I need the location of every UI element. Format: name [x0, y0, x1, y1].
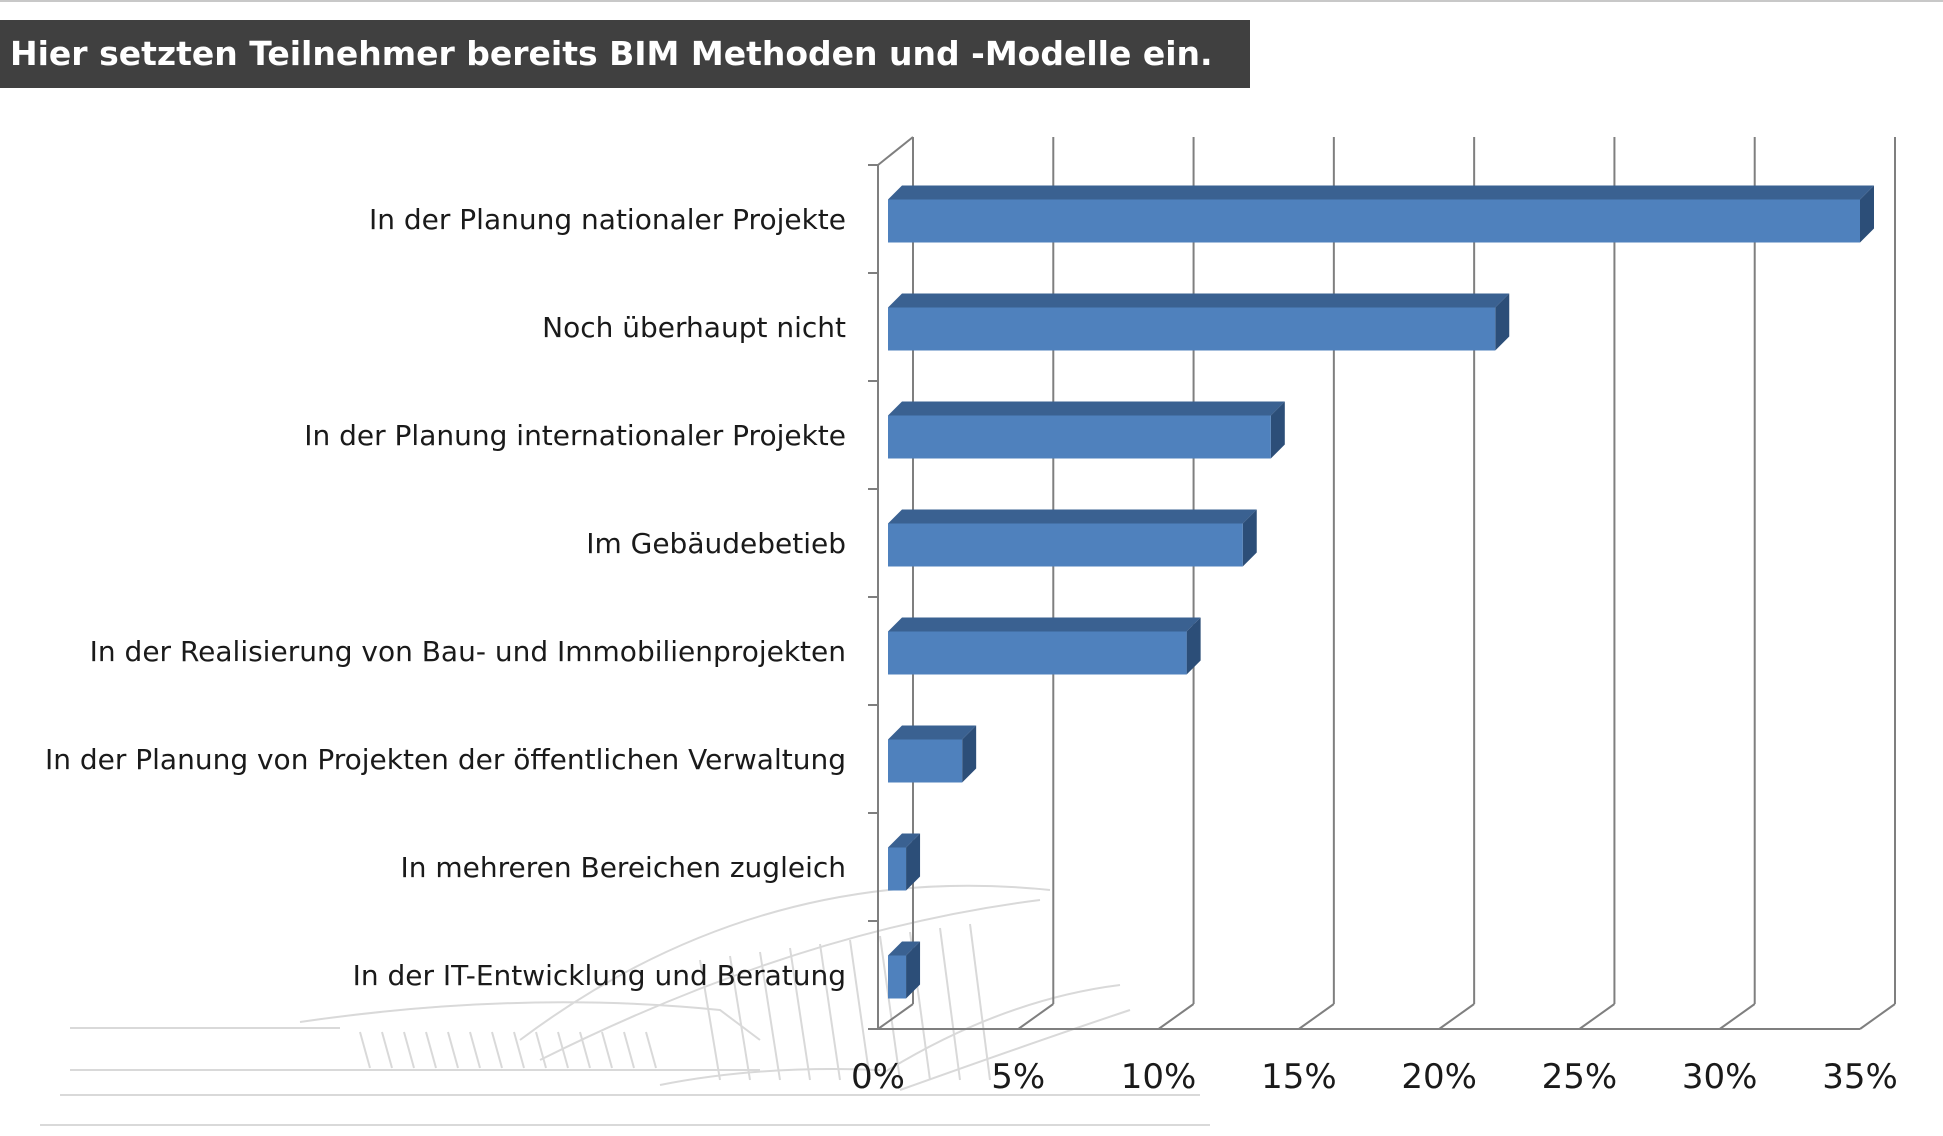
bar-front-face: [888, 199, 1860, 243]
sketch-canopy-curves: [659, 984, 1131, 1091]
category-label: In mehreren Bereichen zugleich: [400, 851, 846, 884]
gridline-floor: [1859, 1003, 1896, 1030]
sketch-strut: [535, 1031, 547, 1069]
x-tick-label: 0%: [851, 1057, 905, 1097]
bar-top-face: [888, 725, 977, 740]
x-tick-labels: 0% 5% 10% 15% 20% 25% 30% 35%: [851, 1057, 1898, 1097]
bar-5: [888, 617, 1201, 675]
sketch-strut: [623, 1031, 635, 1069]
page-title: Hier setzten Teilnehmer bereits BIM Meth…: [0, 20, 1250, 88]
sketch-strut: [969, 923, 991, 1081]
sketch-roof-curves: [299, 884, 1051, 1061]
sketch-strut: [879, 935, 901, 1081]
background-architecture-sketch: [40, 884, 1210, 1126]
sketch-strut: [699, 959, 721, 1081]
sketch-strut: [381, 1031, 393, 1069]
x-tick-label: 25%: [1542, 1057, 1618, 1097]
gridlines: [868, 136, 1896, 1030]
bar-2: [888, 293, 1510, 351]
sketch-strut: [491, 1031, 503, 1069]
gridline-floor: [1438, 1003, 1475, 1030]
x-tick-label: 15%: [1261, 1057, 1337, 1097]
bar-top-face: [888, 293, 1510, 308]
y-axis-top-edge: [877, 136, 914, 166]
x-tick-label: 10%: [1121, 1057, 1197, 1097]
sketch-strut: [789, 947, 811, 1081]
bar-side-face: [906, 941, 921, 999]
category-label: Noch überhaupt nicht: [542, 311, 846, 344]
bar-4: [888, 509, 1257, 567]
category-label: Im Gebäudebetieb: [586, 527, 846, 560]
sketch-strut: [447, 1031, 459, 1069]
sketch-strut: [403, 1031, 415, 1069]
gridline-floor: [1017, 1003, 1054, 1030]
bar-top-face: [888, 941, 921, 956]
bar-side-face: [1495, 293, 1510, 351]
bar-front-face: [888, 739, 963, 783]
gridline-floor: [877, 1003, 914, 1030]
sketch-strut: [759, 951, 781, 1081]
bar-side-face: [1270, 401, 1285, 459]
sketch-strut: [359, 1031, 371, 1069]
gridline-floor: [1578, 1003, 1616, 1030]
bar-side-face: [962, 725, 977, 783]
category-label: In der Planung von Projekten der öffentl…: [45, 743, 846, 776]
bar-top-face: [888, 185, 1874, 200]
sketch-strut: [729, 955, 751, 1081]
sketch-strut: [819, 943, 841, 1081]
sketch-strut: [469, 1031, 481, 1069]
sketch-strut: [425, 1031, 437, 1069]
bar-6: [888, 725, 977, 783]
bar-front-face: [888, 847, 907, 891]
bar-7: [888, 833, 921, 891]
x-tick-label: 30%: [1682, 1057, 1758, 1097]
sketch-strut: [849, 939, 871, 1081]
chart-background: [40, 884, 1210, 1126]
category-label: In der IT-Entwicklung und Beratung: [353, 959, 846, 992]
bars: [888, 185, 1874, 999]
top-rule: [0, 0, 1943, 2]
bar-front-face: [888, 631, 1187, 675]
bar-side-face: [1186, 617, 1201, 675]
category-labels: In der Planung nationaler Projekte Noch ü…: [45, 203, 846, 992]
bar-front-face: [888, 955, 907, 999]
gridline-floor: [1157, 1003, 1195, 1030]
gridline-floor: [1298, 1003, 1335, 1030]
bar-3: [888, 401, 1285, 459]
bar-front-face: [888, 307, 1496, 351]
sketch-strut: [645, 1031, 657, 1069]
bar-top-face: [888, 833, 921, 848]
sketch-strut: [579, 1031, 591, 1069]
bar-front-face: [888, 415, 1271, 459]
bar-side-face: [906, 833, 921, 891]
x-tick-label: 35%: [1822, 1057, 1898, 1097]
gridline-floor: [1719, 1003, 1756, 1030]
bar-top-face: [888, 617, 1201, 632]
sketch-lines: [40, 1027, 1210, 1126]
category-label: In der Planung nationaler Projekte: [369, 203, 846, 236]
sketch-strut: [513, 1031, 525, 1069]
bar-side-face: [1242, 509, 1257, 567]
bar-8: [888, 941, 921, 999]
sketch-strut: [601, 1031, 613, 1069]
bar-1: [888, 185, 1874, 243]
bar-top-face: [888, 401, 1285, 416]
sketch-strut: [557, 1031, 569, 1069]
bar-side-face: [1860, 185, 1874, 243]
x-tick-label: 5%: [991, 1057, 1045, 1097]
x-tick-label: 20%: [1401, 1057, 1477, 1097]
sketch-strut: [939, 927, 961, 1081]
bar-top-face: [888, 509, 1257, 524]
bar-front-face: [888, 523, 1243, 567]
category-label: In der Planung internationaler Projekte: [304, 419, 846, 452]
category-label: In der Realisierung von Bau- und Immobil…: [90, 635, 846, 668]
